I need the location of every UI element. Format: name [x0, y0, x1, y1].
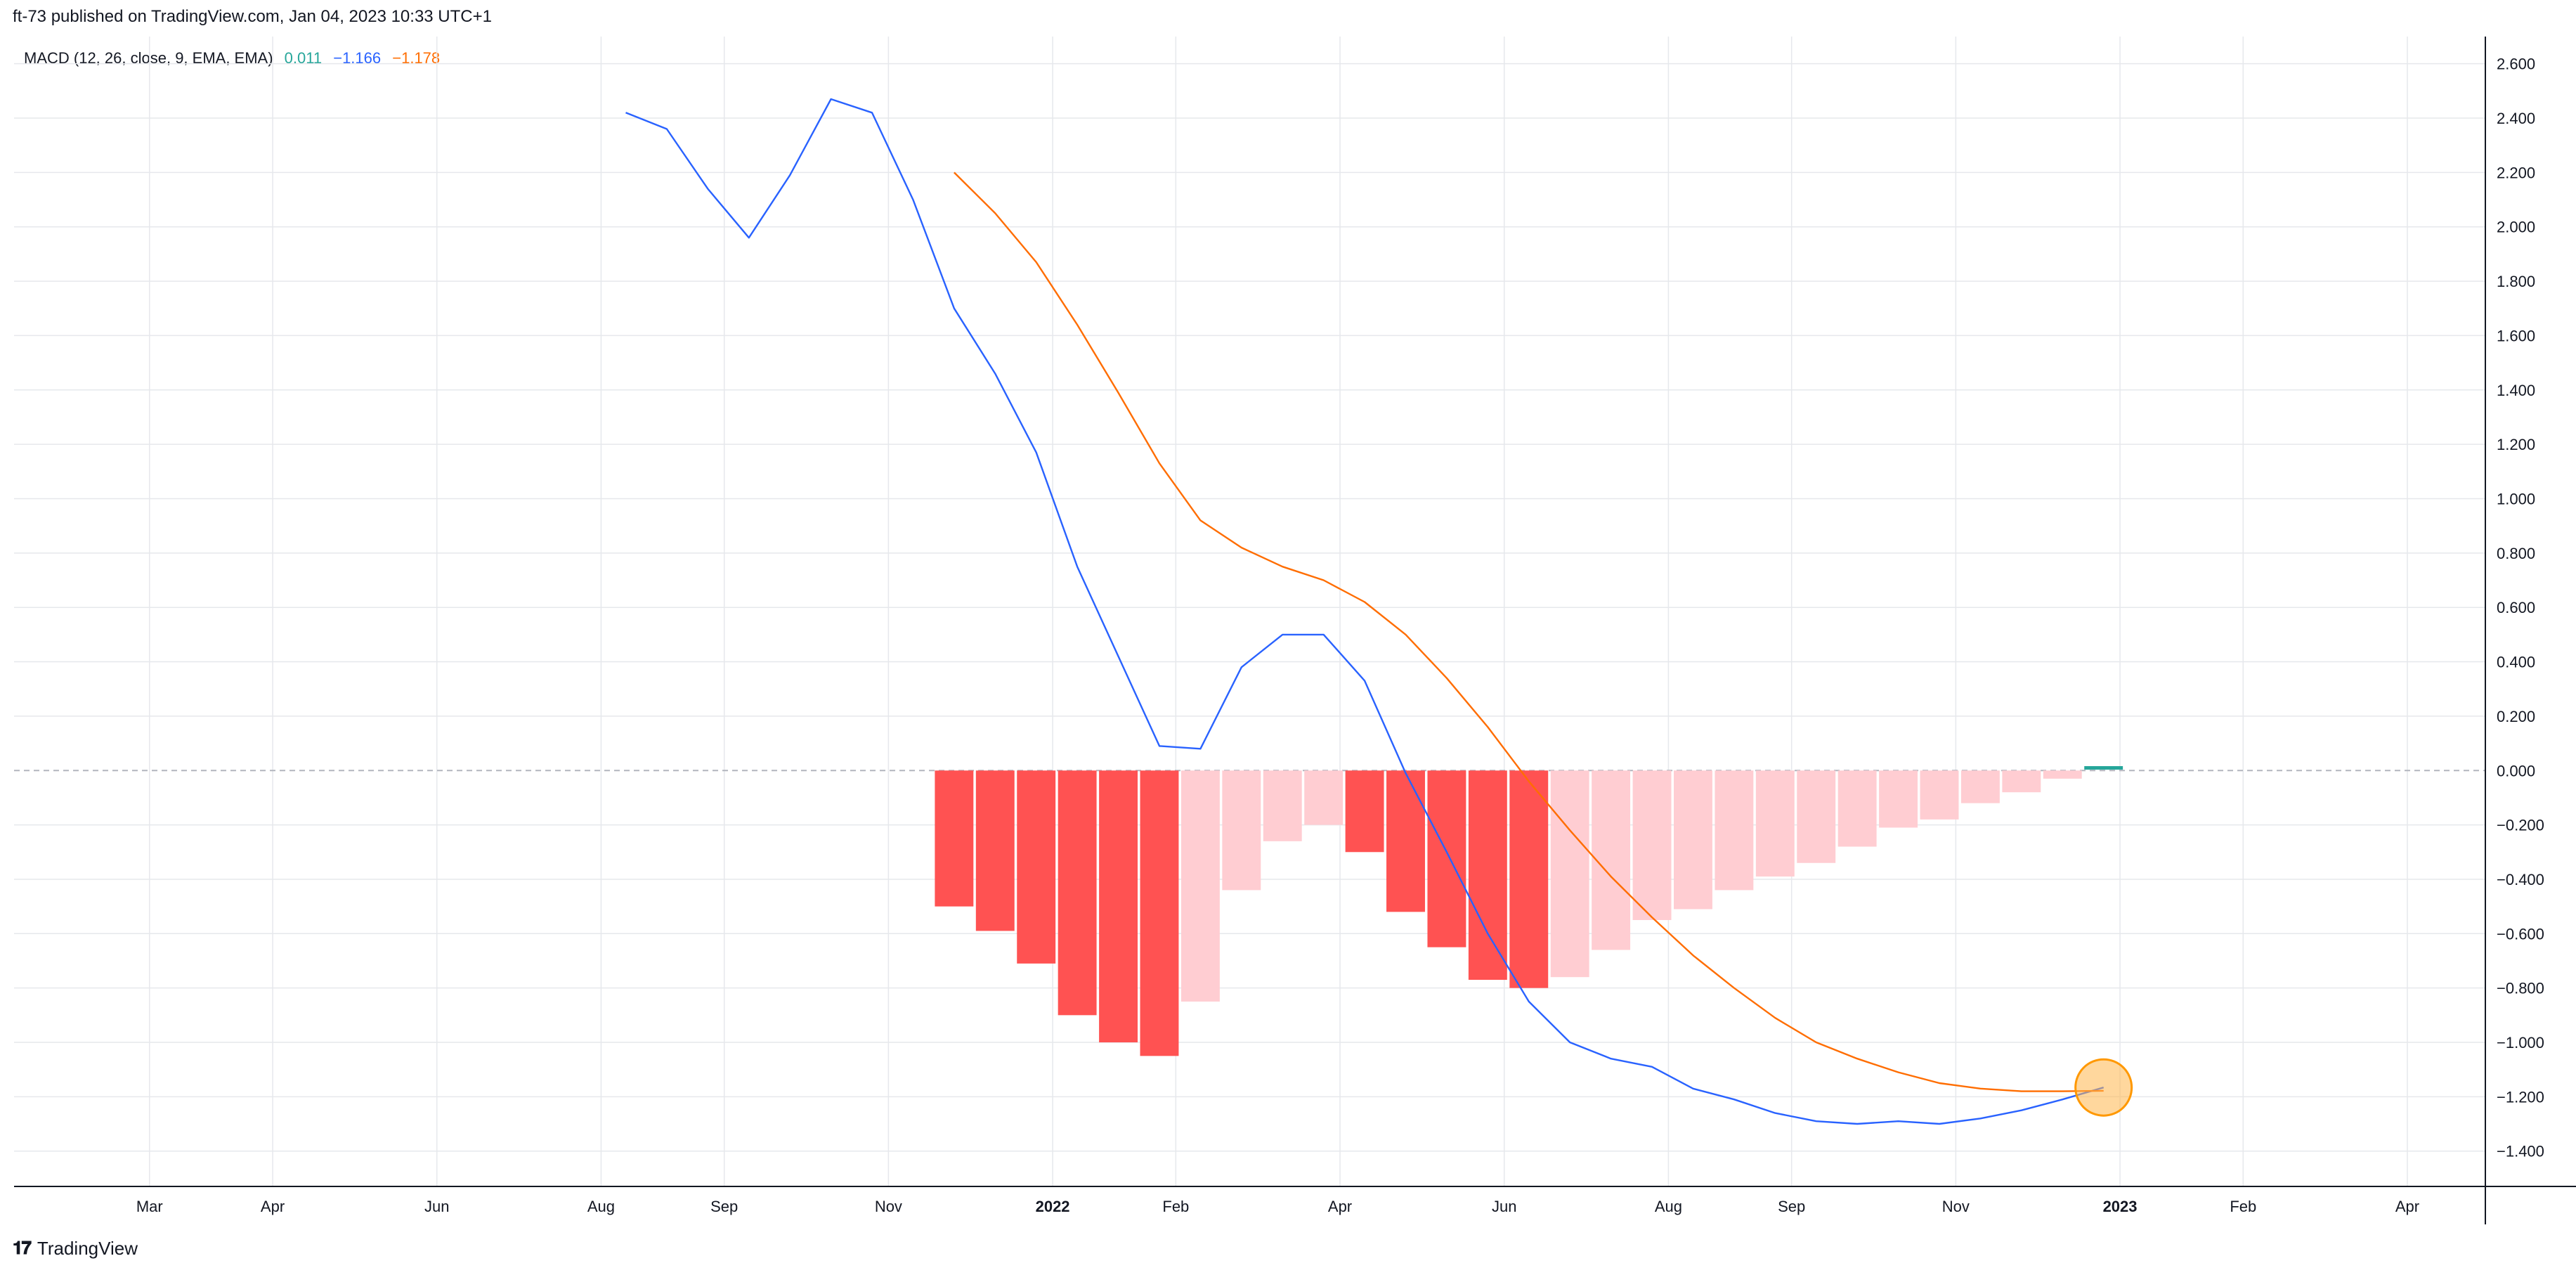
y-tick-label: −0.400	[2497, 871, 2544, 888]
x-tick-label: 2023	[2103, 1198, 2138, 1215]
histogram-bar	[1140, 770, 1179, 1056]
histogram-bar	[1837, 770, 1877, 847]
histogram-bar	[1673, 770, 1712, 910]
histogram-bar	[1920, 770, 1959, 820]
y-tick-label: 2.600	[2497, 56, 2535, 73]
y-tick-label: 0.600	[2497, 599, 2535, 616]
histogram-bar	[935, 770, 974, 907]
histogram-bar	[1755, 770, 1795, 877]
histogram-bar	[1386, 770, 1425, 912]
histogram-bar	[1960, 770, 2000, 803]
lines-layer	[625, 98, 2133, 1125]
macd-line	[625, 98, 2105, 1125]
x-tick-label: Jun	[1492, 1198, 1516, 1215]
y-tick-label: 1.800	[2497, 273, 2535, 290]
y-tick-label: −1.000	[2497, 1034, 2544, 1051]
y-tick-label: −0.200	[2497, 817, 2544, 834]
y-tick-label: −1.200	[2497, 1088, 2544, 1106]
x-tick-label: Sep	[1778, 1198, 1805, 1215]
histogram-bar	[2002, 770, 2041, 793]
histogram-bar	[2043, 770, 2082, 779]
y-tick-label: 0.400	[2497, 654, 2535, 671]
histogram-bar	[1345, 770, 1384, 853]
histogram-layer	[935, 766, 2123, 1056]
histogram-bar	[1017, 770, 1056, 964]
x-tick-label: Mar	[136, 1198, 163, 1215]
y-tick-label: 2.200	[2497, 164, 2535, 181]
signal-line	[954, 171, 2104, 1092]
tradingview-logo-icon: 𝟏𝟕	[13, 1237, 32, 1258]
y-tick-label: −0.800	[2497, 980, 2544, 997]
histogram-bar	[2084, 766, 2123, 770]
x-tick-label: Nov	[875, 1198, 902, 1215]
histogram-bar	[1427, 770, 1466, 947]
histogram-bar	[975, 770, 1015, 931]
y-tick-label: −0.600	[2497, 925, 2544, 943]
x-tick-label: Apr	[261, 1198, 285, 1215]
y-tick-label: 1.200	[2497, 436, 2535, 453]
x-tick-label: Feb	[2230, 1198, 2256, 1215]
y-tick-label: 2.000	[2497, 219, 2535, 236]
histogram-bar	[1099, 770, 1138, 1043]
footer-brand-label: TradingView	[37, 1237, 138, 1259]
grid-layer	[14, 37, 2485, 1186]
histogram-bar	[1058, 770, 1097, 1016]
x-tick-label: Nov	[1942, 1198, 1970, 1215]
highlight-marker	[2074, 1058, 2133, 1117]
histogram-bar	[1509, 770, 1549, 988]
y-tick-label: 0.800	[2497, 545, 2535, 562]
histogram-bar	[1715, 770, 1754, 891]
x-tick-label: Sep	[710, 1198, 738, 1215]
axes-layer: 2.600 2.400 2.200 2.000 1.800 1.600 1.400 1.200…	[14, 37, 2576, 1224]
histogram-bar	[1592, 770, 1631, 950]
footer-branding[interactable]: 𝟏𝟕 TradingView	[13, 1237, 138, 1260]
histogram-bar	[1879, 770, 1918, 828]
x-tick-label: Jun	[424, 1198, 449, 1215]
histogram-bar	[1468, 770, 1507, 980]
y-tick-label: 1.000	[2497, 490, 2535, 507]
histogram-bar	[1797, 770, 1836, 863]
histogram-bar	[1550, 770, 1589, 978]
histogram-bar	[1263, 770, 1302, 841]
x-tick-label: 2022	[1036, 1198, 1070, 1215]
histogram-bar	[1180, 770, 1220, 1002]
y-tick-label: 1.600	[2497, 327, 2535, 344]
histogram-bar	[1304, 770, 1344, 825]
y-tick-label: 1.400	[2497, 382, 2535, 399]
y-tick-label: −1.400	[2497, 1143, 2544, 1160]
y-tick-label: 0.000	[2497, 762, 2535, 779]
x-tick-label: Apr	[1328, 1198, 1352, 1215]
x-tick-label: Aug	[1655, 1198, 1682, 1215]
histogram-bar	[1632, 770, 1672, 920]
x-tick-label: Aug	[587, 1198, 615, 1215]
histogram-bar	[1222, 770, 1261, 891]
y-tick-label: 0.200	[2497, 708, 2535, 725]
y-tick-label: 2.400	[2497, 110, 2535, 127]
x-tick-label: Apr	[2395, 1198, 2419, 1215]
x-tick-label: Feb	[1162, 1198, 1189, 1215]
publisher-header: ft-73 published on TradingView.com, Jan …	[13, 7, 492, 26]
